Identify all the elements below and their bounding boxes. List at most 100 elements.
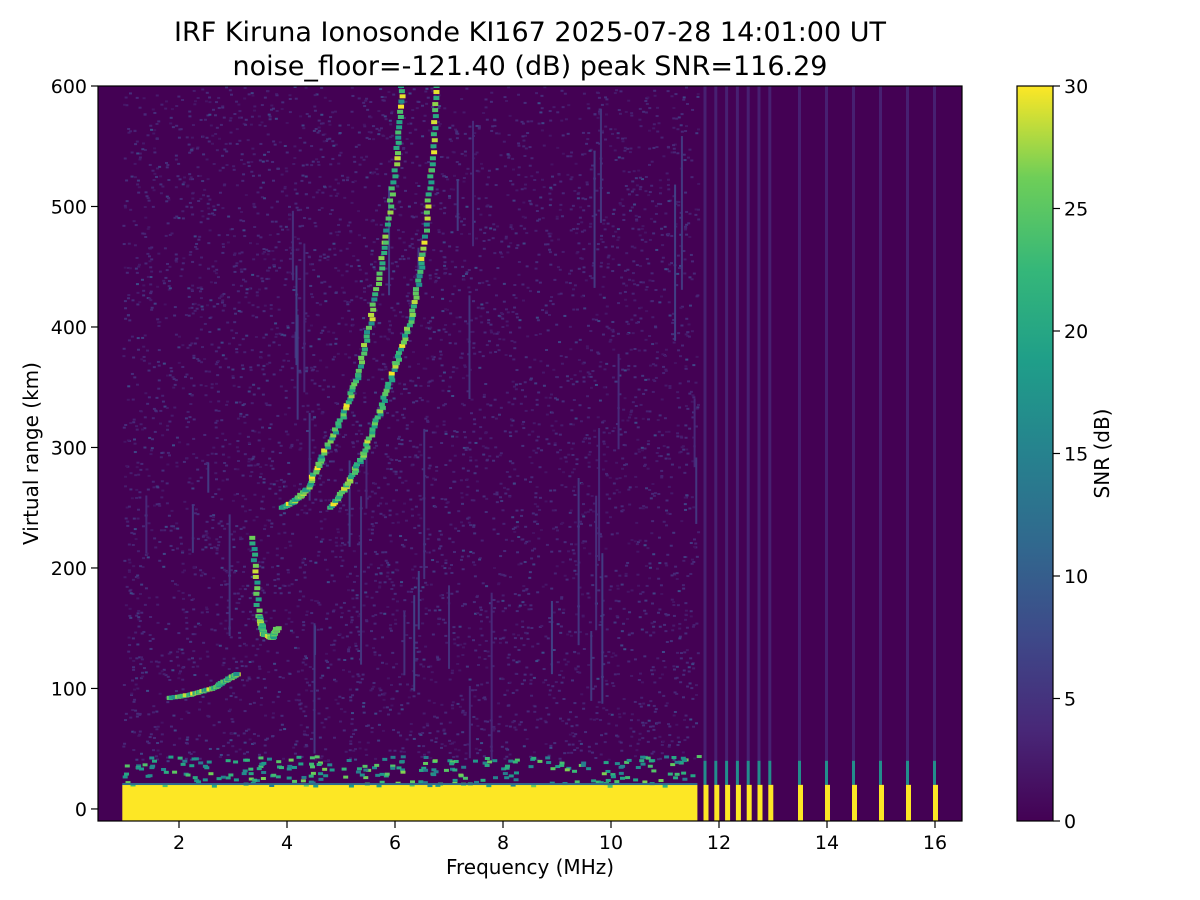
noise-cell	[247, 287, 251, 290]
noise-cell	[617, 263, 621, 266]
noise-cell	[615, 615, 619, 618]
noise-cell	[133, 698, 137, 701]
noise-cell	[588, 621, 592, 624]
noise-cell	[678, 635, 682, 638]
noise-cell	[419, 517, 423, 520]
noise-cell	[456, 702, 460, 705]
noise-cell	[485, 666, 489, 669]
noise-cell	[317, 189, 321, 192]
noise-cell	[201, 459, 205, 462]
noise-cell	[147, 474, 151, 477]
noise-cell	[286, 326, 290, 329]
noise-cell	[143, 603, 147, 606]
noise-cell	[625, 320, 629, 323]
noise-cell	[628, 611, 632, 614]
noise-cell	[329, 116, 333, 119]
noise-cell	[226, 522, 230, 525]
noise-cell	[263, 524, 267, 527]
noise-cell	[384, 173, 388, 176]
noise-cell	[602, 386, 606, 389]
noise-cell	[136, 303, 140, 306]
noise-cell	[122, 683, 126, 686]
noise-cell	[648, 191, 652, 194]
noise-cell	[379, 88, 383, 91]
noise-cell	[123, 559, 127, 562]
noise-cell	[334, 401, 338, 404]
noise-cell	[169, 116, 173, 119]
noise-cell	[399, 470, 403, 473]
noise-cell	[222, 731, 226, 734]
noise-cell	[611, 212, 615, 215]
noise-cell	[358, 681, 362, 684]
noise-cell	[143, 148, 147, 151]
noise-cell	[410, 587, 414, 590]
noise-cell	[558, 468, 562, 471]
noise-cell	[365, 97, 369, 100]
noise-cell	[322, 185, 326, 188]
noise-cell	[618, 202, 622, 205]
noise-cell	[127, 636, 131, 639]
noise-cell	[297, 693, 301, 696]
noise-cell	[158, 672, 162, 675]
noise-cell	[181, 678, 185, 681]
noise-cell	[555, 376, 559, 379]
noise-cell	[198, 657, 202, 660]
noise-cell	[582, 540, 586, 543]
noise-cell	[614, 599, 618, 602]
noise-cell	[333, 678, 337, 681]
noise-cell	[667, 188, 671, 191]
noise-cell	[409, 331, 413, 334]
noise-cell	[609, 585, 613, 588]
noise-cell	[498, 454, 502, 457]
noise-cell	[357, 429, 361, 432]
noise-cell	[417, 101, 421, 104]
noise-cell	[452, 551, 456, 554]
noise-cell	[508, 114, 512, 117]
noise-cell	[236, 290, 240, 293]
noise-cell	[206, 178, 210, 181]
noise-cell	[679, 657, 683, 660]
noise-cell	[238, 110, 242, 113]
noise-cell	[152, 407, 156, 410]
noise-cell	[255, 242, 259, 245]
noise-cell	[568, 558, 572, 561]
noise-cell	[690, 400, 694, 403]
noise-cell	[251, 304, 255, 307]
noise-cell	[410, 142, 414, 145]
noise-cell	[462, 431, 466, 434]
noise-cell	[197, 303, 201, 306]
noise-cell	[595, 706, 599, 709]
noise-cell	[377, 486, 381, 489]
noise-cell	[485, 497, 489, 500]
noise-cell	[311, 501, 315, 504]
noise-cell	[279, 385, 283, 388]
noise-cell	[381, 134, 385, 137]
noise-cell	[191, 633, 195, 636]
noise-cell	[371, 376, 375, 379]
noise-cell	[673, 710, 677, 713]
noise-cell	[205, 136, 209, 139]
noise-cell	[437, 124, 441, 127]
noise-cell	[123, 300, 127, 303]
noise-cell	[564, 356, 568, 359]
noise-cell	[433, 715, 437, 718]
noise-cell	[347, 389, 351, 392]
noise-cell	[494, 351, 498, 354]
noise-cell	[427, 456, 431, 459]
noise-cell	[451, 435, 455, 438]
noise-cell	[141, 336, 145, 339]
noise-cell	[157, 252, 161, 255]
noise-cell	[274, 220, 278, 223]
noise-cell	[640, 628, 644, 631]
noise-cell	[496, 331, 500, 334]
noise-cell	[581, 614, 585, 617]
noise-cell	[171, 669, 175, 672]
noise-cell	[512, 199, 516, 202]
noise-cell	[448, 273, 452, 276]
noise-cell	[318, 259, 322, 262]
noise-cell	[684, 613, 688, 616]
noise-cell	[563, 658, 567, 661]
noise-cell	[597, 589, 601, 592]
noise-cell	[210, 386, 214, 389]
noise-cell	[555, 538, 559, 541]
